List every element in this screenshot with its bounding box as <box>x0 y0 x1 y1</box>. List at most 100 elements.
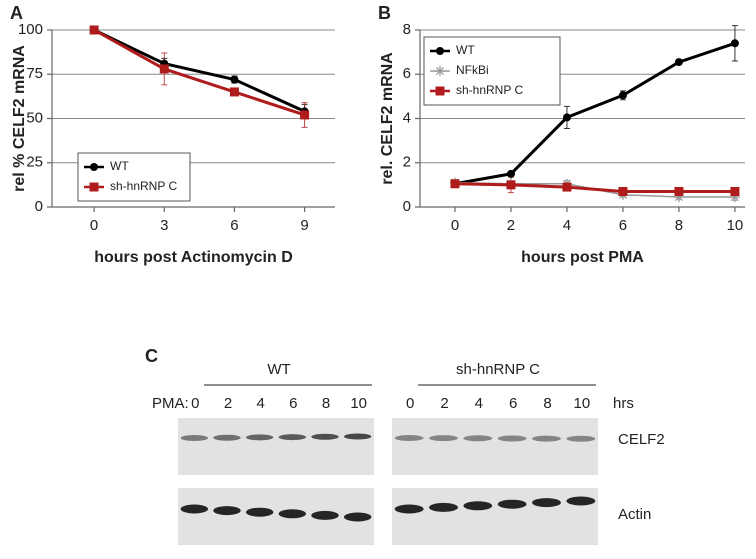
marker <box>562 182 572 192</box>
marker <box>435 86 445 96</box>
y-axis-title: rel % CELF2 mRNA <box>11 45 28 192</box>
band <box>278 434 307 441</box>
band <box>343 512 372 522</box>
blot-panel <box>178 488 374 545</box>
band <box>213 434 241 441</box>
marker <box>230 75 239 84</box>
lane-label: 2 <box>224 395 232 412</box>
marker <box>730 187 740 197</box>
marker <box>729 192 740 203</box>
marker <box>618 91 627 100</box>
legend-label: WT <box>456 43 475 57</box>
lane-label: 4 <box>256 395 264 412</box>
band <box>532 435 561 442</box>
band <box>463 501 493 511</box>
marker <box>562 113 571 122</box>
y-tick-label: 0 <box>35 198 43 215</box>
x-tick-label: 4 <box>563 217 571 234</box>
y-tick-label: 100 <box>18 21 43 38</box>
band <box>532 498 561 508</box>
blot-panel <box>178 418 374 475</box>
y-tick-label: 4 <box>403 109 411 126</box>
band <box>497 499 527 509</box>
band <box>180 504 209 514</box>
band <box>278 509 307 519</box>
x-tick-label: 2 <box>507 217 515 234</box>
marker <box>89 182 99 192</box>
blot-panel <box>392 418 598 475</box>
lane-label: 0 <box>406 395 414 412</box>
band <box>213 506 241 516</box>
panel-label: B <box>378 3 391 23</box>
marker <box>300 110 310 120</box>
lane-label: 2 <box>440 395 448 412</box>
lane-label: 4 <box>475 395 483 412</box>
marker <box>436 47 444 55</box>
x-tick-label: 9 <box>300 217 308 234</box>
legend-label: NFkBi <box>456 63 489 77</box>
panel-label: C <box>145 346 158 366</box>
marker <box>506 169 515 178</box>
lane-label: 10 <box>350 395 367 412</box>
band <box>394 435 424 441</box>
y-tick-label: 8 <box>403 21 411 38</box>
marker <box>506 180 516 190</box>
band <box>343 433 372 440</box>
legend-label: sh-hnRNP C <box>456 83 523 97</box>
x-tick-label: 0 <box>451 217 459 234</box>
group-label: sh-hnRNP C <box>456 361 540 378</box>
marker <box>674 187 684 197</box>
y-tick-label: 75 <box>26 65 43 82</box>
marker <box>673 192 684 203</box>
blot-panel <box>392 488 598 545</box>
legend <box>77 152 191 202</box>
legend <box>423 36 561 106</box>
marker <box>159 64 169 74</box>
band <box>180 435 209 441</box>
x-tick-label: 3 <box>160 217 168 234</box>
lane-label: 8 <box>543 395 551 412</box>
lane-label: 8 <box>322 395 330 412</box>
band <box>245 507 274 517</box>
marker <box>674 58 683 67</box>
marker <box>450 179 460 189</box>
y-tick-label: 25 <box>26 154 43 171</box>
y-axis-title: rel. CELF2 mRNA <box>379 52 396 185</box>
panel-label: A <box>10 3 23 23</box>
marker <box>229 87 239 97</box>
marker <box>730 39 739 48</box>
marker <box>90 163 98 171</box>
band <box>463 435 493 442</box>
lane-label: 6 <box>289 395 297 412</box>
legend-label: sh-hnRNP C <box>110 179 177 193</box>
x-tick-label: 10 <box>727 217 744 234</box>
series-line <box>454 41 736 186</box>
treatment-label: PMA: <box>152 395 189 412</box>
marker <box>618 187 628 197</box>
y-tick-label: 2 <box>403 154 411 171</box>
lane-label: 6 <box>509 395 517 412</box>
band <box>429 435 458 442</box>
marker <box>89 25 99 35</box>
lane-label: 0 <box>191 395 199 412</box>
marker <box>435 66 445 76</box>
x-axis-title: hours post Actinomycin D <box>94 249 293 266</box>
row-label: CELF2 <box>618 431 665 448</box>
series-line <box>93 28 306 117</box>
band <box>245 434 274 441</box>
y-tick-label: 6 <box>403 65 411 82</box>
band <box>429 502 458 512</box>
x-tick-label: 0 <box>90 217 98 234</box>
y-tick-label: 50 <box>26 109 43 126</box>
x-tick-label: 6 <box>619 217 627 234</box>
band <box>394 504 424 514</box>
lane-label: 10 <box>573 395 590 412</box>
group-label: WT <box>267 361 290 378</box>
legend-label: WT <box>110 159 129 173</box>
x-tick-label: 8 <box>675 217 683 234</box>
unit-label: hrs <box>613 395 634 412</box>
series-line <box>93 28 306 113</box>
series-line <box>454 182 735 194</box>
